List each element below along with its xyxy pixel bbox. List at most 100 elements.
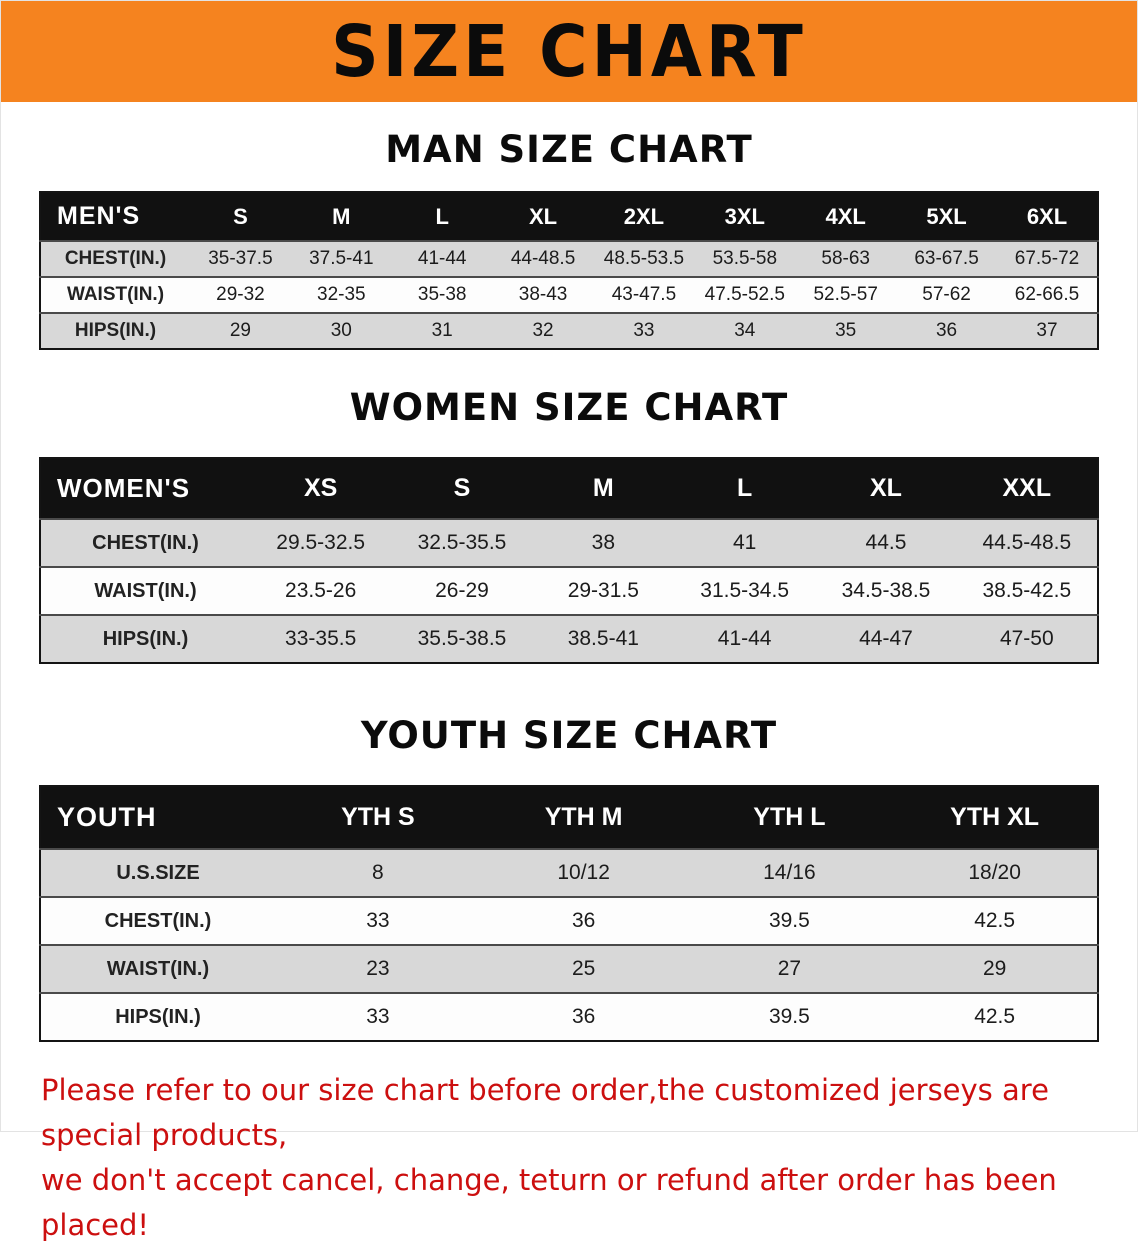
disclaimer-line-2: we don't accept cancel, change, teturn o… [41,1162,1057,1242]
table-cell: 26-29 [391,567,533,615]
column-header: YTH XL [892,786,1098,849]
table-row: WAIST(IN.) 23.5-26 26-29 29-31.5 31.5-34.5 34… [40,567,1098,615]
youth-size-table: YOUTH YTH S YTH M YTH L YTH XL U.S.SIZE 8 10/12… [39,785,1099,1042]
row-label: HIPS(IN.) [40,993,275,1041]
table-row: HIPS(IN.) 29 30 31 32 33 34 35 36 37 [40,313,1098,349]
table-cell: 31.5-34.5 [673,567,816,615]
table-cell: 38.5-41 [532,615,674,663]
youth-heading: YOUTH SIZE CHART [360,714,778,757]
table-cell: 42.5 [892,993,1098,1041]
column-header: L [391,192,493,241]
table-cell: 23.5-26 [250,567,392,615]
table-cell: 32 [492,313,594,349]
column-header: YTH S [275,786,481,849]
table-cell: 58-63 [795,241,897,277]
row-label: U.S.SIZE [40,849,275,897]
column-header: XL [492,192,594,241]
column-header: 3XL [694,192,796,241]
men-section: MAN SIZE CHART MEN'S S M L XL 2XL 3XL 4XL 5XL 6XL… [1,102,1137,350]
women-heading: WOMEN SIZE CHART [349,386,789,429]
column-header: S [391,458,533,519]
table-cell: 35.5-38.5 [391,615,533,663]
table-cell: 67.5-72 [997,241,1098,277]
table-cell: 44-47 [815,615,957,663]
table-cell: 34.5-38.5 [815,567,957,615]
table-cell: 47.5-52.5 [694,277,796,313]
column-header: L [673,458,816,519]
women-section: WOMEN SIZE CHART WOMEN'S XS S M L XL XXL CHEST(… [1,350,1137,664]
column-header: 5XL [896,192,997,241]
table-cell: 27 [686,945,893,993]
table-cell: 38.5-42.5 [956,567,1098,615]
table-cell: 39.5 [686,993,893,1041]
table-cell: 41-44 [673,615,816,663]
table-cell: 62-66.5 [997,277,1098,313]
column-header: YTH M [480,786,687,849]
row-label: CHEST(IN.) [40,241,190,277]
table-cell: 25 [480,945,687,993]
column-header: 2XL [593,192,695,241]
table-row: WAIST(IN.) 29-32 32-35 35-38 38-43 43-47.5 47.… [40,277,1098,313]
table-cell: 29 [892,945,1098,993]
table-title-cell: WOMEN'S [40,458,250,519]
table-cell: 36 [896,313,997,349]
table-cell: 48.5-53.5 [593,241,695,277]
women-size-table: WOMEN'S XS S M L XL XXL CHEST(IN.) 29.5-32.5 32.5… [39,457,1099,664]
table-cell: 33 [593,313,695,349]
men-heading: MAN SIZE CHART [385,128,753,171]
page-title: SIZE CHART [331,9,807,94]
column-header: XXL [956,458,1098,519]
table-cell: 30 [290,313,392,349]
row-label: WAIST(IN.) [40,945,275,993]
men-size-table: MEN'S S M L XL 2XL 3XL 4XL 5XL 6XL CHEST(IN.) 35-37… [39,191,1099,350]
table-cell: 23 [275,945,481,993]
table-cell: 8 [275,849,481,897]
header-row: WOMEN'S XS S M L XL XXL [40,458,1098,519]
disclaimer: Please refer to our size chart before or… [41,1068,1117,1248]
table-cell: 63-67.5 [896,241,997,277]
table-cell: 33 [275,993,481,1041]
table-cell: 18/20 [892,849,1098,897]
table-cell: 14/16 [686,849,893,897]
table-cell: 52.5-57 [795,277,897,313]
header-row: YOUTH YTH S YTH M YTH L YTH XL [40,786,1098,849]
table-cell: 37 [997,313,1098,349]
table-cell: 36 [480,993,687,1041]
column-header: M [290,192,392,241]
table-cell: 44-48.5 [492,241,594,277]
column-header: 6XL [997,192,1098,241]
header-row: MEN'S S M L XL 2XL 3XL 4XL 5XL 6XL [40,192,1098,241]
row-label: CHEST(IN.) [40,519,250,567]
table-title-cell: YOUTH [40,786,275,849]
table-cell: 39.5 [686,897,893,945]
table-cell: 42.5 [892,897,1098,945]
table-cell: 35 [795,313,897,349]
column-header: XS [250,458,392,519]
table-row: WAIST(IN.) 23 25 27 29 [40,945,1098,993]
table-row: CHEST(IN.) 33 36 39.5 42.5 [40,897,1098,945]
table-cell: 29 [190,313,291,349]
table-cell: 37.5-41 [290,241,392,277]
table-cell: 32-35 [290,277,392,313]
table-cell: 44.5-48.5 [956,519,1098,567]
row-label: HIPS(IN.) [40,615,250,663]
table-cell: 33 [275,897,481,945]
table-cell: 29-31.5 [532,567,674,615]
table-cell: 31 [391,313,493,349]
column-header: M [532,458,674,519]
table-cell: 38 [532,519,674,567]
table-row: HIPS(IN.) 33 36 39.5 42.5 [40,993,1098,1041]
table-cell: 53.5-58 [694,241,796,277]
table-row: HIPS(IN.) 33-35.5 35.5-38.5 38.5-41 41-44 44-… [40,615,1098,663]
table-row: U.S.SIZE 8 10/12 14/16 18/20 [40,849,1098,897]
row-label: WAIST(IN.) [40,277,190,313]
table-cell: 32.5-35.5 [391,519,533,567]
table-cell: 35-37.5 [190,241,291,277]
table-cell: 44.5 [815,519,957,567]
table-row: CHEST(IN.) 29.5-32.5 32.5-35.5 38 41 44.5 44.5… [40,519,1098,567]
row-label: HIPS(IN.) [40,313,190,349]
row-label: CHEST(IN.) [40,897,275,945]
table-row: CHEST(IN.) 35-37.5 37.5-41 41-44 44-48.5 48.5… [40,241,1098,277]
row-label: WAIST(IN.) [40,567,250,615]
